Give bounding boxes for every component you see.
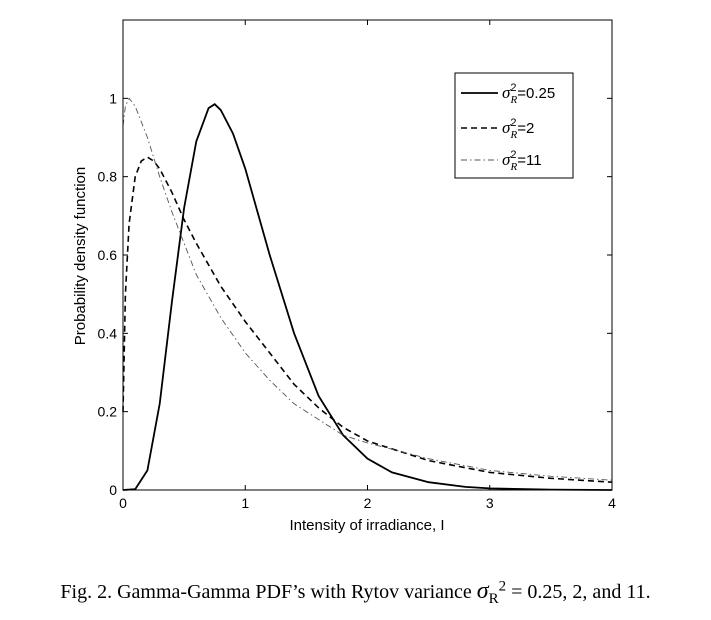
legend-box [454,72,574,179]
series-line-2 [122,97,613,481]
caption-suffix: = 0.25, 2, and 11. [506,581,651,603]
y-tick-label: 0 [109,482,117,498]
x-tick-label: 0 [119,495,127,511]
y-tick-label: 0.6 [98,247,118,263]
caption-sup: 2 [498,578,507,595]
y-tick-label: 0.4 [98,325,118,341]
series-line-1 [122,156,613,483]
chart-area: 0 1 2 3 4 0 0.2 0.4 0.6 0.8 1 Intensity of irradia… [72,19,616,534]
legend: σ2 R=0.25 σ2 R=2 σ2 R=11 [454,72,574,179]
y-tick-label: 0.8 [98,169,118,185]
caption-sigma-symbol: σ [476,578,489,604]
x-tick-label: 1 [241,495,249,511]
y-tick-label: 1 [109,90,117,106]
caption-prefix: Fig. 2. Gamma-Gamma PDF’s with Rytov var… [60,581,477,603]
series-line-0 [122,103,613,491]
caption-sub: R [488,591,499,607]
plot-lines [122,97,613,491]
legend-label-1: σ2 R=2 [502,117,534,141]
figure-caption: Fig. 2. Gamma-Gamma PDF’s with Rytov var… [0,578,711,608]
legend-label-2: σ2 R=11 [502,149,542,173]
ticks: 0 1 2 3 4 0 0.2 0.4 0.6 0.8 1 [98,20,616,511]
x-tick-label: 4 [608,495,616,511]
y-tick-label: 0.2 [98,404,118,420]
x-axis-label: Intensity of irradiance, I [289,517,444,534]
y-axis-label: Probability density function [72,167,89,345]
x-tick-label: 3 [486,495,494,511]
x-tick-label: 2 [364,495,372,511]
legend-label-0: σ2 R=0.25 [502,82,555,106]
